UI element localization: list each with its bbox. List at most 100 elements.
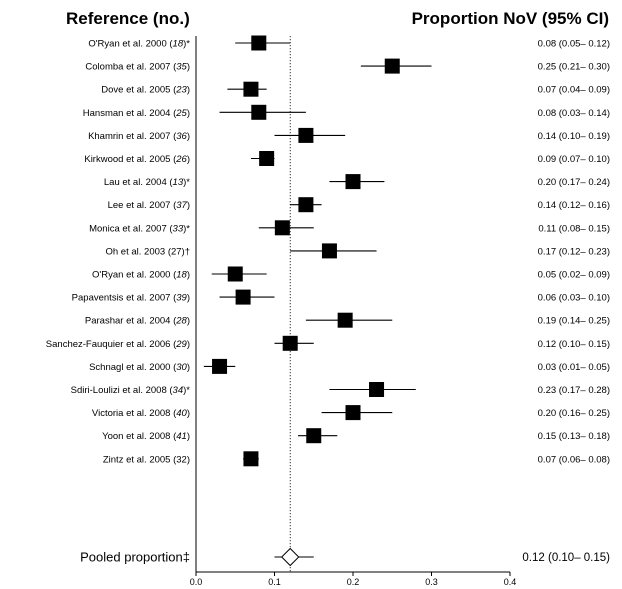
study-rows: O'Ryan et al. 2000 (18)* 0.08 (0.05– 0.12… <box>46 35 610 467</box>
study-label-author: Papaventsis et al. 2007 ( <box>72 293 177 304</box>
study-label-author: Oh et al. 2003 (27)† <box>106 246 191 257</box>
x-tick-label: 0.0 <box>190 577 203 587</box>
study-ci-value: 0.12 (0.10– 0.15) <box>538 339 610 350</box>
x-tick-label: 0.1 <box>268 577 281 587</box>
point-estimate-marker <box>321 243 337 259</box>
study-ci-value: 0.11 (0.08– 0.15) <box>538 223 610 234</box>
study-label: Kirkwood et al. 2005 (26) <box>84 154 190 165</box>
study-label-ref: 37 <box>176 200 187 211</box>
study-ci-value: 0.08 (0.03– 0.14) <box>538 108 610 119</box>
study-label-ref: 30 <box>176 362 187 373</box>
study-label: Lau et al. 2004 (13)* <box>104 177 190 188</box>
study-label-suffix: )* <box>183 177 190 188</box>
study-label-suffix: ) <box>187 293 190 304</box>
x-tick-label: 0.3 <box>425 577 438 587</box>
study-label: O'Ryan et al. 2000 (18)* <box>88 39 190 50</box>
study-ci-value: 0.17 (0.12– 0.23) <box>538 246 610 257</box>
study-ci-value: 0.15 (0.13– 0.18) <box>538 431 610 442</box>
point-estimate-marker <box>345 174 361 190</box>
study-ci-value: 0.07 (0.06– 0.08) <box>538 454 610 465</box>
point-estimate-marker <box>243 451 259 467</box>
study-label-suffix: )* <box>183 39 190 50</box>
study-label-suffix: ) <box>187 270 190 281</box>
study-label-ref: 41 <box>176 431 187 442</box>
study-label-ref: 36 <box>176 131 187 142</box>
study-label-author: O'Ryan et al. 2000 ( <box>92 270 177 281</box>
x-axis-ticks: 0.0 0.1 0.2 0.3 0.4 <box>190 572 517 587</box>
study-label-suffix: ) <box>187 85 190 96</box>
study-label-suffix: ) <box>187 339 190 350</box>
point-estimate-marker <box>306 428 322 444</box>
study-ci-value: 0.06 (0.03– 0.10) <box>538 293 610 304</box>
study-ci-value: 0.25 (0.21– 0.30) <box>538 62 610 73</box>
pooled-row: Pooled proportion‡ 0.12 (0.10– 0.15) <box>80 547 610 567</box>
study-ci-value: 0.20 (0.16– 0.25) <box>538 408 610 419</box>
study-ci-value: 0.08 (0.05– 0.12) <box>538 39 610 50</box>
study-label: Sdiri-Loulizi et al. 2008 (34)* <box>71 385 191 396</box>
study-label-suffix: ) <box>187 108 190 119</box>
point-estimate-marker <box>384 58 400 74</box>
study-label: Khamrin et al. 2007 (36) <box>88 131 190 142</box>
study-label: Papaventsis et al. 2007 (39) <box>72 293 190 304</box>
x-tick-label: 0.4 <box>504 577 517 587</box>
study-ci-value: 0.09 (0.07– 0.10) <box>538 154 610 165</box>
study-label-author: Yoon et al. 2008 ( <box>102 431 177 442</box>
study-label: Parashar et al. 2004 (28) <box>85 316 190 327</box>
study-label-author: Hansman et al. 2004 ( <box>83 108 177 119</box>
study-ci-value: 0.07 (0.04– 0.09) <box>538 85 610 96</box>
proportion-column-header: Proportion NoV (95% CI) <box>412 9 609 28</box>
study-label-author: Dove et al. 2005 ( <box>101 85 177 96</box>
point-estimate-marker <box>345 405 361 421</box>
study-label-author: Monica et al. 2007 ( <box>89 223 173 234</box>
study-label: Dove et al. 2005 (23) <box>101 85 190 96</box>
study-label-ref: 40 <box>176 408 187 419</box>
study-label-suffix: ) <box>187 62 190 73</box>
point-estimate-marker <box>259 151 275 166</box>
study-label: Zintz et al. 2005 (32) <box>103 454 190 465</box>
point-estimate-marker <box>337 312 353 328</box>
study-ci-value: 0.05 (0.02– 0.09) <box>538 270 610 281</box>
x-tick-label: 0.2 <box>347 577 360 587</box>
study-label-suffix: ) <box>187 200 190 211</box>
point-estimate-marker <box>251 35 267 51</box>
pooled-ci-value: 0.12 (0.10– 0.15) <box>522 552 610 564</box>
point-estimate-marker <box>298 197 314 213</box>
study-label: Yoon et al. 2008 (41) <box>102 431 190 442</box>
study-label-author: Sanchez-Fauquier et al. 2006 ( <box>46 339 177 350</box>
point-estimate-marker <box>282 335 298 351</box>
study-label-ref: 28 <box>175 316 187 327</box>
study-label-ref: 25 <box>175 108 187 119</box>
study-label-suffix: ) <box>187 154 190 165</box>
study-label-suffix: )* <box>183 223 190 234</box>
study-label-author: Sdiri-Loulizi et al. 2008 ( <box>71 385 174 396</box>
pooled-estimate-diamond <box>280 547 300 567</box>
study-label-suffix: ) <box>187 362 190 373</box>
study-label-ref: 34 <box>173 385 184 396</box>
study-label: Lee et al. 2007 (37) <box>108 200 190 211</box>
study-label-author: O'Ryan et al. 2000 ( <box>88 39 173 50</box>
study-label: Sanchez-Fauquier et al. 2006 (29) <box>46 339 190 350</box>
study-ci-value: 0.14 (0.12– 0.16) <box>538 200 610 211</box>
study-label-suffix: ) <box>187 316 190 327</box>
point-estimate-marker <box>227 266 243 282</box>
study-label-suffix: ) <box>187 431 190 442</box>
study-label-author: Colomba et al. 2007 ( <box>85 62 177 73</box>
study-label-author: Lee et al. 2007 ( <box>108 200 177 211</box>
study-label-ref: 13 <box>173 177 184 188</box>
point-estimate-marker <box>274 220 290 236</box>
study-label: Colomba et al. 2007 (35) <box>85 62 190 73</box>
reference-column-header: Reference (no.) <box>66 9 190 28</box>
study-ci-value: 0.14 (0.10– 0.19) <box>538 131 610 142</box>
point-estimate-marker <box>212 358 228 374</box>
study-label-author: Schnagl et al. 2000 ( <box>89 362 177 373</box>
study-label-suffix: ) <box>187 131 190 142</box>
study-label: Monica et al. 2007 (33)* <box>89 223 190 234</box>
study-label-suffix: )* <box>183 385 190 396</box>
study-label-ref: 35 <box>176 62 187 73</box>
study-label: Oh et al. 2003 (27)† <box>106 246 191 257</box>
study-label-author: Zintz et al. 2005 (32) <box>103 454 190 465</box>
study-label: Schnagl et al. 2000 (30) <box>89 362 190 373</box>
study-label-author: Lau et al. 2004 ( <box>104 177 173 188</box>
study-label-author: Kirkwood et al. 2005 ( <box>84 154 177 165</box>
study-ci-value: 0.20 (0.17– 0.24) <box>538 177 610 188</box>
